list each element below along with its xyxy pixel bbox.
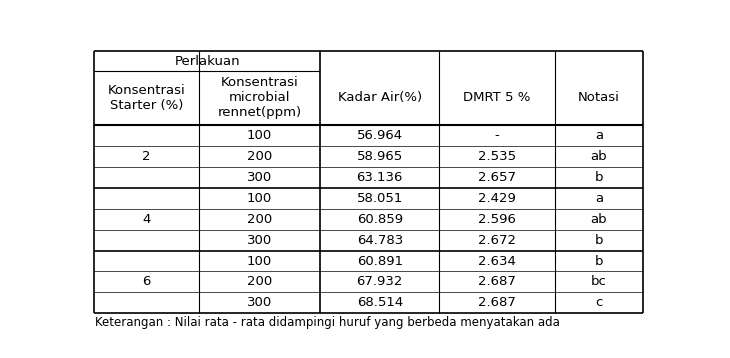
Text: b: b: [595, 171, 603, 184]
Text: Kadar Air(%): Kadar Air(%): [338, 91, 422, 105]
Text: c: c: [596, 296, 603, 309]
Text: a: a: [595, 129, 603, 142]
Text: Perlakuan: Perlakuan: [174, 55, 240, 68]
Text: 58.965: 58.965: [357, 150, 403, 163]
Text: 100: 100: [247, 192, 272, 205]
Text: 2.634: 2.634: [478, 255, 516, 267]
Text: 300: 300: [247, 296, 272, 309]
Text: 200: 200: [247, 213, 272, 226]
Text: 58.051: 58.051: [356, 192, 403, 205]
Text: 2.657: 2.657: [478, 171, 516, 184]
Text: Konsentrasi
microbial
rennet(ppm): Konsentrasi microbial rennet(ppm): [218, 77, 301, 120]
Text: 2.687: 2.687: [478, 275, 516, 289]
Text: 200: 200: [247, 150, 272, 163]
Text: 100: 100: [247, 129, 272, 142]
Text: 56.964: 56.964: [357, 129, 403, 142]
Text: 2.672: 2.672: [478, 233, 516, 247]
Text: 64.783: 64.783: [357, 233, 403, 247]
Text: 6: 6: [142, 275, 150, 289]
Text: 60.891: 60.891: [357, 255, 403, 267]
Text: 100: 100: [247, 255, 272, 267]
Text: 60.859: 60.859: [357, 213, 403, 226]
Text: 2.596: 2.596: [478, 213, 516, 226]
Text: b: b: [595, 233, 603, 247]
Text: 300: 300: [247, 233, 272, 247]
Text: 2.429: 2.429: [478, 192, 516, 205]
Text: b: b: [595, 255, 603, 267]
Text: a: a: [595, 192, 603, 205]
Text: Konsentrasi
Starter (%): Konsentrasi Starter (%): [107, 84, 185, 112]
Text: Keterangan : Nilai rata - rata didampingi huruf yang berbeda menyatakan ada: Keterangan : Nilai rata - rata didamping…: [95, 316, 560, 329]
Text: 2.535: 2.535: [478, 150, 516, 163]
Text: 2: 2: [142, 150, 150, 163]
Text: 63.136: 63.136: [356, 171, 403, 184]
Text: 2.687: 2.687: [478, 296, 516, 309]
Text: ab: ab: [591, 150, 607, 163]
Text: -: -: [495, 129, 499, 142]
Text: 68.514: 68.514: [357, 296, 403, 309]
Text: bc: bc: [591, 275, 607, 289]
Text: ab: ab: [591, 213, 607, 226]
Text: 300: 300: [247, 171, 272, 184]
Text: 4: 4: [142, 213, 150, 226]
Text: 67.932: 67.932: [356, 275, 403, 289]
Text: 200: 200: [247, 275, 272, 289]
Text: Notasi: Notasi: [578, 91, 620, 105]
Text: DMRT 5 %: DMRT 5 %: [464, 91, 531, 105]
